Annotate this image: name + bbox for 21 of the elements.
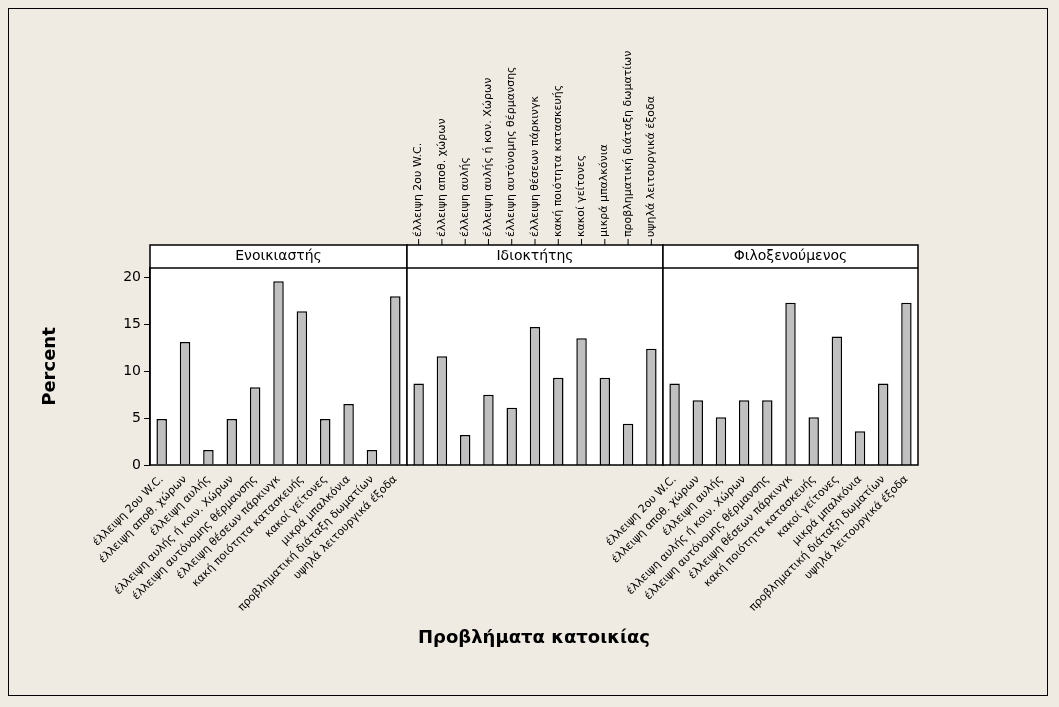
y-axis-title: Percent <box>38 326 60 406</box>
y-tick-label: 10 <box>123 361 141 378</box>
x-tick-label: κακή ποιότητα κατασκευής <box>550 84 564 237</box>
x-tick-label: έλλειψη 2ου W.C. <box>411 142 425 237</box>
x-tick-label: έλλειψη αυλής ή κον. Χώρων <box>481 77 495 237</box>
chart-title: Ιδιοκτήτης <box>496 247 574 264</box>
x-tick-label: έλλειψη αυτόνομης θέρμανσης <box>504 66 518 237</box>
y-tick-label: 0 <box>132 455 141 472</box>
chart-title: Ενοικιαστής <box>235 247 322 264</box>
x-tick-label: έλλειψη θέσεων πάρκινγκ <box>527 95 541 237</box>
x-tick-label: έλλειψη αυλής <box>457 157 471 237</box>
y-tick-label: 15 <box>123 314 141 331</box>
x-tick-label: κακοί γείτονες <box>574 154 588 237</box>
x-tick-label: υψηλά λειτουργικά έξοδα <box>644 96 658 237</box>
chart-title: Φιλοξενούμενος <box>733 247 848 264</box>
x-axis-title: Προβλήματα κατοικίας <box>417 626 651 647</box>
y-tick-label: 20 <box>123 268 141 285</box>
x-tick-label: μικρά μπαλκόνια <box>597 144 611 237</box>
x-tick-label: προβληματική διάταξη δωματίων <box>620 50 634 237</box>
y-tick-label: 5 <box>132 408 141 425</box>
x-tick-label: έλλειψη αποθ. χώρων <box>434 118 448 237</box>
